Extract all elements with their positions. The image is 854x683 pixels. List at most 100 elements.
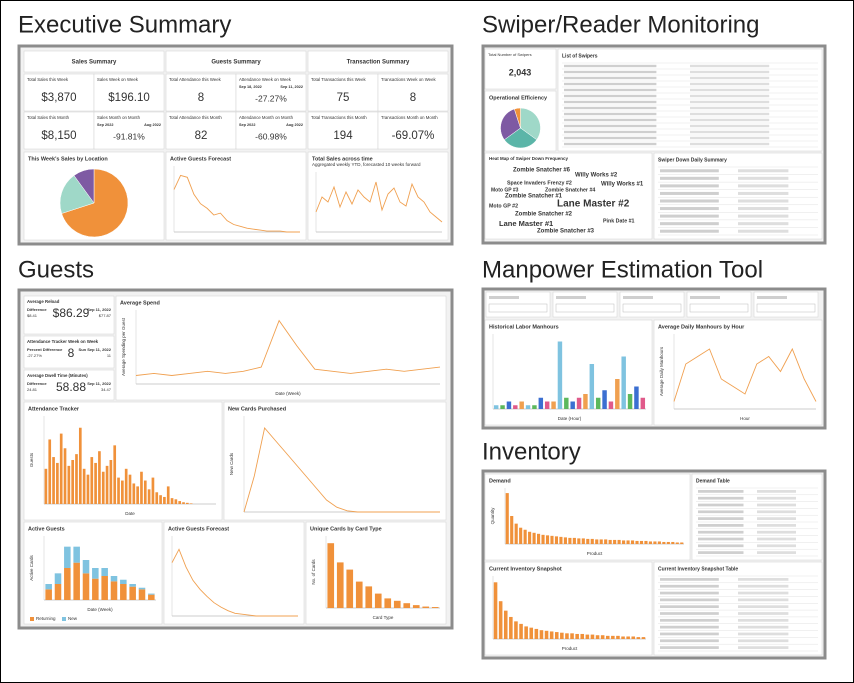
- bar: [580, 633, 585, 639]
- kpi-value: -27.27%: [255, 93, 287, 103]
- bar-segment: [148, 594, 155, 600]
- bar-segment: [138, 589, 146, 600]
- bar-segment: [64, 568, 71, 600]
- bar: [113, 445, 117, 504]
- bar: [52, 457, 55, 504]
- bar: [532, 405, 537, 409]
- kpi-card: [23, 369, 115, 401]
- bar-segment: [73, 562, 80, 600]
- table-cell-text: [757, 551, 796, 554]
- table-cell-text: [660, 222, 719, 226]
- kpi-label: Transactions Month on Month: [381, 115, 438, 120]
- kpi-card: [484, 48, 557, 90]
- summary-header: Sales Summary: [72, 60, 117, 66]
- chart-title: Average Spend: [120, 300, 160, 306]
- bar: [166, 486, 170, 504]
- bar: [626, 636, 630, 639]
- table-cell-text: [757, 537, 796, 541]
- table-cell-text: [660, 598, 719, 602]
- table-cell-text: [698, 510, 744, 514]
- chart-card: [484, 561, 653, 656]
- table-cell-text: [564, 106, 657, 110]
- table-cell-text: [757, 510, 796, 514]
- table-cell-text: [660, 639, 719, 643]
- bar: [572, 537, 576, 544]
- table-cell-text: [738, 618, 789, 622]
- table-cell-text: [564, 76, 657, 80]
- y-axis-label: Quantity: [490, 507, 495, 525]
- word: Lane Master #1: [499, 219, 553, 228]
- bar-segment: [110, 581, 118, 600]
- table-title: Current Inventory Snapshot Table: [658, 566, 738, 572]
- line: [173, 174, 300, 233]
- filter-label: [489, 296, 519, 299]
- bar: [599, 539, 603, 544]
- table-cell-text: [564, 142, 657, 146]
- bar: [519, 527, 523, 544]
- word: Zombie Snatcher #3: [537, 229, 595, 235]
- table-cell-text: [564, 112, 657, 116]
- bar: [59, 433, 63, 504]
- bar: [539, 630, 544, 639]
- bar: [48, 439, 52, 504]
- kpi-label: Sun Sep 11, 2022: [79, 347, 112, 352]
- kpi-sub: Sep 2022: [97, 123, 113, 127]
- header-card: [307, 50, 449, 73]
- bar: [529, 627, 534, 639]
- bar: [554, 536, 559, 544]
- table-cell-text: [690, 124, 770, 128]
- x-axis-label: Product: [562, 646, 578, 651]
- kpi-label: Percent Difference: [27, 347, 63, 352]
- bar: [336, 562, 344, 608]
- chart-title: Active Guests Forecast: [170, 156, 231, 162]
- bar: [493, 405, 499, 409]
- table-cell-text: [738, 598, 789, 602]
- kpi-label: Sep 11, 2022: [87, 381, 112, 386]
- bar-segment: [129, 584, 136, 587]
- kpi-value: 8: [68, 346, 75, 360]
- bar: [393, 600, 401, 608]
- bar: [621, 356, 626, 409]
- bar: [513, 405, 518, 409]
- x-axis-label: Hour: [740, 416, 750, 421]
- table-cell-text: [738, 169, 789, 173]
- pie-slice: [73, 168, 95, 204]
- kpi-sub-value: 11: [107, 353, 112, 358]
- kpi-card: [377, 73, 449, 112]
- kpi-value: $3,870: [41, 92, 76, 104]
- bar: [532, 532, 536, 544]
- line: [243, 427, 440, 513]
- table-cell-text: [564, 82, 657, 86]
- chart-subtitle: Aggregated weekly YTD, forecasted 10 wee…: [312, 162, 421, 167]
- y-axis-label: Guests: [29, 452, 34, 467]
- table-cell-text: [660, 229, 719, 233]
- bar: [544, 630, 549, 639]
- table-cell-text: [564, 118, 657, 122]
- x-axis-label: Card Type: [373, 615, 394, 620]
- bar: [189, 503, 193, 504]
- table-cell-text: [564, 124, 657, 128]
- chart-card: [165, 151, 307, 241]
- bar: [541, 534, 545, 544]
- table-cell-text: [738, 191, 789, 195]
- pie-slice: [59, 175, 95, 214]
- filter-label: [556, 296, 586, 299]
- bar-segment: [101, 568, 108, 576]
- bar: [554, 632, 559, 639]
- bar: [568, 537, 572, 544]
- table-cell-text: [690, 112, 770, 116]
- section-title: Guests: [18, 256, 94, 283]
- bar: [644, 540, 648, 544]
- table-cell-text: [690, 88, 770, 92]
- kpi-value: 194: [333, 130, 353, 142]
- table-cell-text: [564, 94, 657, 98]
- bar: [595, 539, 599, 544]
- kpi-value: $86.29: [53, 306, 90, 320]
- legend-label: Returning: [36, 616, 56, 621]
- bar: [121, 480, 124, 504]
- bar: [90, 457, 94, 504]
- filter-input: [622, 303, 682, 313]
- table-cell-text: [738, 632, 789, 636]
- table-cell-text: [698, 544, 744, 548]
